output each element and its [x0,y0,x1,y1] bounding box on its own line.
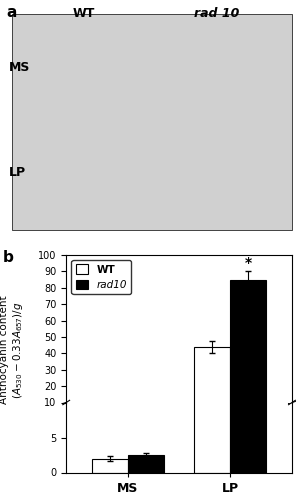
Text: WT: WT [73,7,95,20]
Bar [230,280,266,419]
Text: b: b [3,250,14,265]
Bar [92,416,128,419]
Text: *: * [245,256,252,270]
Text: rad 10: rad 10 [194,7,239,20]
Bar [230,0,266,472]
Text: Anthocyanin content
$(A_{530}-0.33A_{657})/g$: Anthocyanin content $(A_{530}-0.33A_{657… [0,296,25,405]
Text: LP: LP [9,166,26,179]
Bar [128,455,164,472]
Text: a: a [6,5,16,20]
Bar [194,347,230,419]
Legend: WT, rad10: WT, rad10 [71,260,131,294]
Bar [128,415,164,419]
Text: MS: MS [9,60,30,74]
Bar [194,164,230,472]
Bar [92,458,128,472]
